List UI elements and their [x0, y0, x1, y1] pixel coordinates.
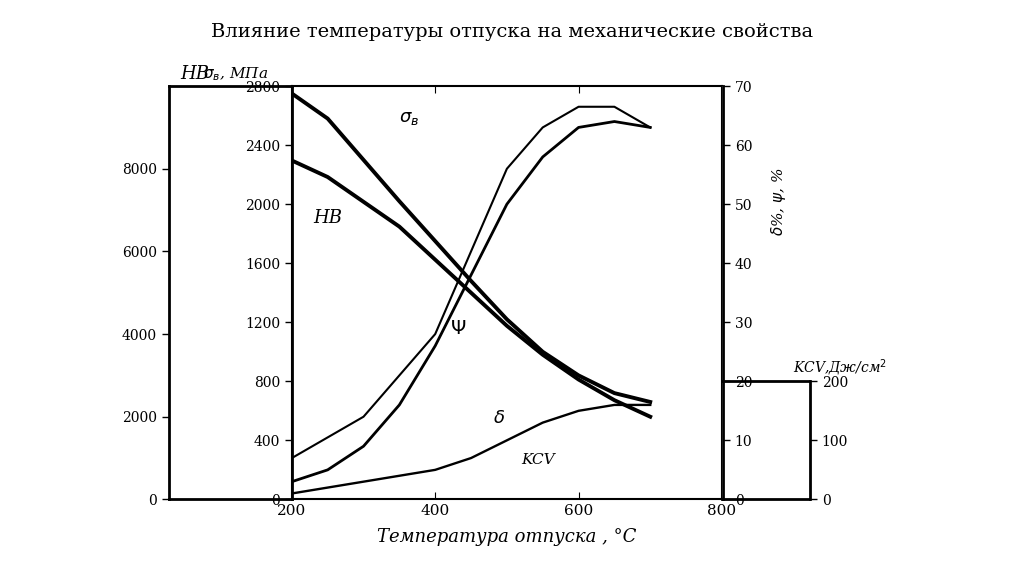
Text: $\delta$: $\delta$: [493, 409, 505, 426]
Text: $\sigma_в$: $\sigma_в$: [399, 108, 420, 126]
Text: KCV,Дж/см$^2$: KCV,Дж/см$^2$: [793, 358, 887, 378]
Text: НВ: НВ: [180, 65, 209, 83]
Text: НВ: НВ: [313, 210, 342, 227]
Text: $\Psi$: $\Psi$: [450, 320, 466, 338]
Text: $\sigma_в$, МПа: $\sigma_в$, МПа: [203, 65, 268, 83]
Text: Влияние температуры отпуска на механические свойства: Влияние температуры отпуска на механичес…: [211, 23, 813, 41]
X-axis label: Температура отпуска , °С: Температура отпуска , °С: [377, 528, 637, 546]
Text: KCV: KCV: [521, 453, 555, 467]
Text: $\delta$%, $\psi$, %: $\delta$%, $\psi$, %: [769, 168, 787, 236]
